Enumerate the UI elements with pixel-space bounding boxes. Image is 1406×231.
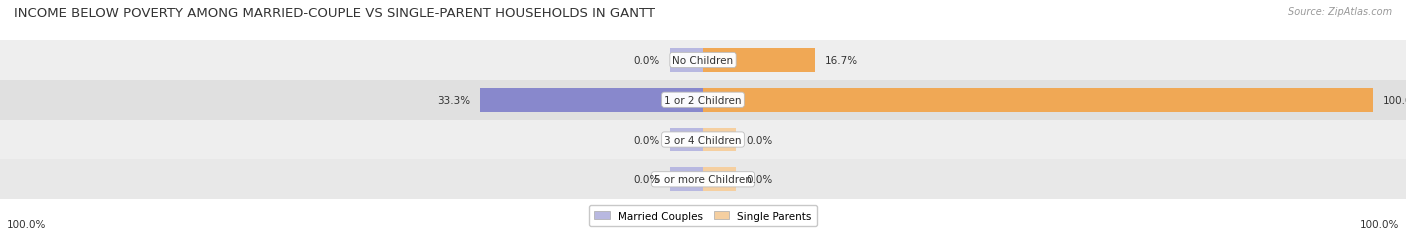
Bar [0,120,1406,160]
Bar [669,128,703,152]
Bar [0,41,1406,81]
Bar [479,88,703,112]
Text: 1 or 2 Children: 1 or 2 Children [664,95,742,105]
Text: 0.0%: 0.0% [747,175,773,185]
Text: 33.3%: 33.3% [437,95,470,105]
Bar [669,168,703,191]
Bar [703,49,815,73]
Text: 16.7%: 16.7% [825,56,858,66]
Bar [669,49,703,73]
Bar [0,81,1406,120]
Text: 0.0%: 0.0% [633,175,659,185]
Text: 100.0%: 100.0% [1360,219,1399,229]
Text: INCOME BELOW POVERTY AMONG MARRIED-COUPLE VS SINGLE-PARENT HOUSEHOLDS IN GANTT: INCOME BELOW POVERTY AMONG MARRIED-COUPL… [14,7,655,20]
Text: No Children: No Children [672,56,734,66]
Text: Source: ZipAtlas.com: Source: ZipAtlas.com [1288,7,1392,17]
Text: 100.0%: 100.0% [7,219,46,229]
Text: 3 or 4 Children: 3 or 4 Children [664,135,742,145]
Text: 0.0%: 0.0% [633,56,659,66]
Text: 0.0%: 0.0% [747,135,773,145]
Text: 5 or more Children: 5 or more Children [654,175,752,185]
Bar [703,128,737,152]
Bar [0,160,1406,199]
Text: 100.0%: 100.0% [1382,95,1406,105]
Legend: Married Couples, Single Parents: Married Couples, Single Parents [589,206,817,226]
Bar [703,88,1372,112]
Text: 0.0%: 0.0% [633,135,659,145]
Bar [703,168,737,191]
